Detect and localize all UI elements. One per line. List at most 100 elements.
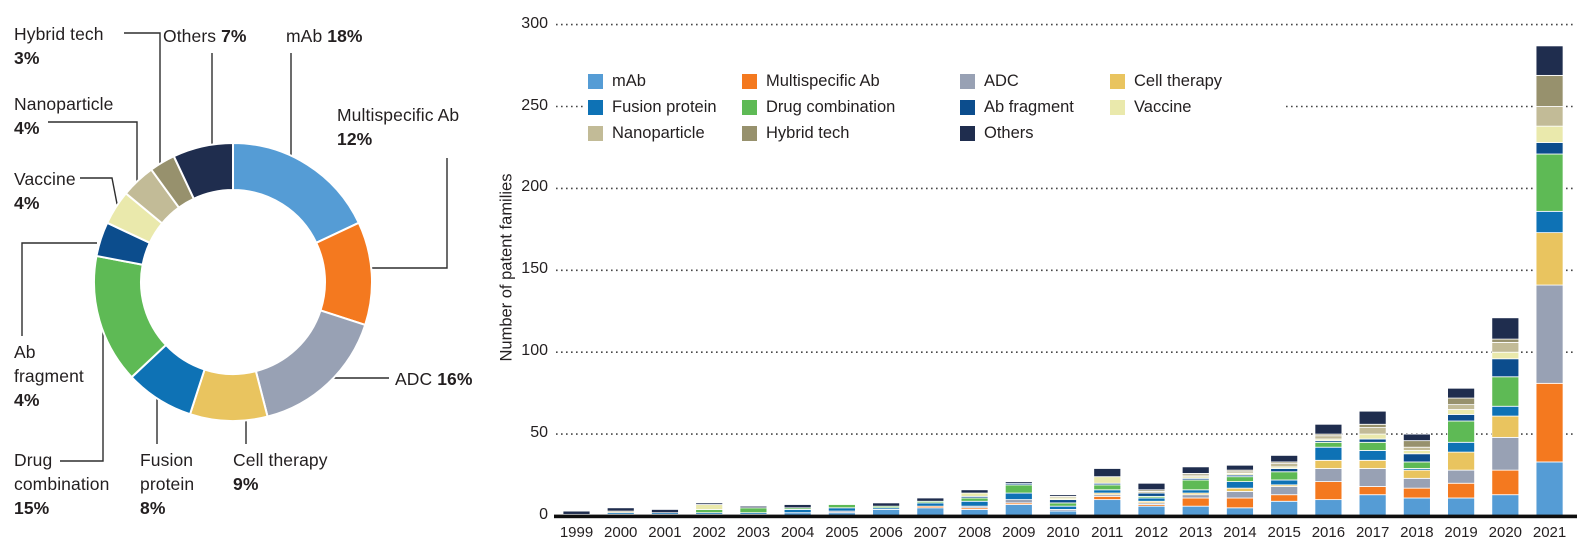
- bar-2006: [872, 502, 901, 517]
- donut-label-drug-combination: Drug combination 15%: [14, 448, 140, 520]
- bar-segment-others: [562, 510, 591, 515]
- legend-item-adc: ADC: [960, 70, 1019, 92]
- leader-hybrid-tech: [124, 32, 161, 168]
- bar-segment-mab: [1270, 500, 1299, 517]
- legend-swatch-icon: [742, 125, 757, 141]
- legend-item-nanoparticle: Nanoparticle: [588, 122, 705, 144]
- donut-label-text: Nanoparticle: [14, 94, 114, 114]
- bar-segment-fusion-protein: [1314, 446, 1343, 461]
- bar-segment-ab-fragment: [1491, 358, 1520, 378]
- legend-swatch-icon: [960, 125, 975, 141]
- donut-chart: [93, 141, 373, 422]
- x-tick-2009: 2009: [1002, 524, 1036, 541]
- y-tick-50: 50: [530, 424, 548, 442]
- bar-segment-cell-therapy: [1402, 469, 1431, 479]
- bar-segment-fusion-protein: [1137, 497, 1166, 502]
- donut-label-pct: 8%: [140, 498, 166, 518]
- donut-label-pct: 9%: [233, 474, 259, 494]
- bar-segment-hybrid-tech: [1491, 338, 1520, 343]
- bar-segment-ab-fragment: [1270, 468, 1299, 473]
- donut-label-cell-therapy: Cell therapy 9%: [233, 448, 345, 496]
- bar-segment-mab: [1402, 497, 1431, 517]
- donut-segment-mab: [232, 141, 361, 245]
- bar-2019: [1447, 387, 1475, 517]
- y-tick-150: 150: [521, 260, 548, 278]
- bar-segment-nanoparticle: [1447, 404, 1475, 410]
- bar-segment-others: [916, 497, 945, 502]
- bar-2004: [783, 504, 812, 517]
- bar-segment-others: [1314, 423, 1343, 435]
- bar-segment-vaccine: [1093, 476, 1122, 484]
- leader-nanoparticle: [48, 121, 138, 186]
- bar-segment-fusion-protein: [916, 502, 945, 507]
- donut-label-fusion-protein: Fusion protein 8%: [140, 448, 212, 520]
- x-tick-2006: 2006: [869, 524, 903, 541]
- donut-label-pct: 18%: [327, 26, 363, 46]
- bar-2017: [1358, 410, 1387, 517]
- bar-segment-drug-combination: [1093, 484, 1122, 491]
- stacked-bar-chart: [562, 45, 1564, 517]
- leader-multispecific-ab: [372, 158, 448, 269]
- legend-swatch-icon: [588, 125, 603, 141]
- y-tick-250: 250: [521, 96, 548, 114]
- bar-segment-multispecific-ab: [1358, 486, 1387, 496]
- y-tick-200: 200: [521, 178, 548, 196]
- legend-swatch-icon: [960, 73, 975, 89]
- bar-segment-drug-combination: [1402, 461, 1431, 469]
- legend-label: Nanoparticle: [612, 123, 705, 142]
- donut-segment-multispecific-ab: [314, 221, 373, 327]
- legend-swatch-icon: [588, 99, 603, 115]
- x-tick-2000: 2000: [604, 524, 638, 541]
- bar-segment-mab: [1004, 504, 1033, 517]
- bar-2018: [1402, 433, 1431, 517]
- legend-item-hybrid-tech: Hybrid tech: [742, 122, 849, 144]
- legend-item-others: Others: [960, 122, 1034, 144]
- legend-label: Ab fragment: [984, 97, 1074, 116]
- bar-segment-drug-combination: [1491, 376, 1520, 407]
- donut-label-pct: 16%: [437, 369, 473, 389]
- bar-segment-others: [1093, 468, 1122, 478]
- x-tick-2015: 2015: [1267, 524, 1301, 541]
- bar-segment-others: [1004, 481, 1033, 484]
- bar-segment-fusion-protein: [1491, 405, 1520, 417]
- legend-swatch-icon: [1110, 73, 1125, 89]
- bar-segment-others: [1535, 45, 1564, 76]
- y-tick-0: 0: [539, 506, 548, 523]
- bar-segment-others: [695, 502, 724, 505]
- x-tick-2010: 2010: [1046, 524, 1080, 541]
- bar-segment-others: [651, 509, 679, 514]
- bar-segment-drug-combination: [1535, 153, 1564, 212]
- bar-segment-vaccine: [1491, 351, 1520, 360]
- bar-2008: [960, 489, 989, 517]
- bar-segment-fusion-protein: [1049, 505, 1077, 510]
- bar-2020: [1491, 317, 1520, 517]
- bar-segment-fusion-protein: [1004, 492, 1033, 501]
- legend-swatch-icon: [742, 73, 757, 89]
- bar-segment-multispecific-ab: [1270, 494, 1299, 502]
- bar-2010: [1049, 494, 1077, 517]
- bar-segment-others: [1226, 464, 1254, 471]
- bar-segment-ab-fragment: [1137, 492, 1166, 497]
- x-tick-2008: 2008: [957, 524, 992, 541]
- bar-2003: [739, 505, 768, 517]
- bar-2009: [1004, 481, 1033, 517]
- legend-item-mab: mAb: [588, 70, 646, 92]
- bar-segment-adc: [1447, 469, 1475, 484]
- bar-segment-cell-therapy: [1535, 232, 1564, 286]
- donut-label-pct: 7%: [221, 26, 247, 46]
- bar-segment-others: [1181, 466, 1210, 474]
- legend-label: Others: [984, 123, 1034, 142]
- bar-segment-fusion-protein: [1358, 450, 1387, 461]
- legend-item-vaccine: Vaccine: [1110, 96, 1191, 118]
- bar-segment-vaccine: [960, 492, 989, 497]
- donut-label-text: mAb: [286, 26, 323, 46]
- donut-label-vaccine: Vaccine 4%: [14, 167, 126, 215]
- bar-segment-adc: [1270, 486, 1299, 496]
- bar-segment-hybrid-tech: [1447, 397, 1475, 406]
- x-tick-2017: 2017: [1355, 524, 1390, 541]
- legend-item-fusion-protein: Fusion protein: [588, 96, 717, 118]
- bar-segment-mab: [1491, 494, 1520, 517]
- bar-segment-vaccine: [1535, 125, 1564, 143]
- bar-segment-others: [606, 507, 635, 512]
- bar-2002: [695, 502, 724, 517]
